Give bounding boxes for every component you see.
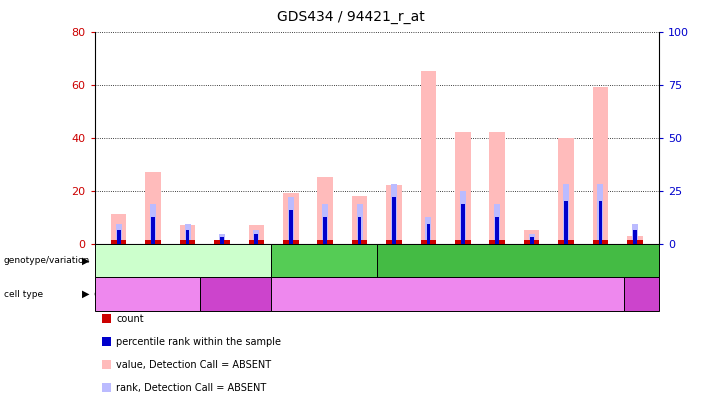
Bar <box>632 224 638 244</box>
Bar <box>150 204 156 244</box>
Bar <box>558 240 574 244</box>
Bar <box>421 240 436 244</box>
Text: cell type: cell type <box>4 289 43 299</box>
Bar <box>186 230 189 244</box>
Bar <box>352 196 367 244</box>
Bar <box>489 240 505 244</box>
Text: Cdk4 +/-: Cdk4 +/- <box>301 255 347 265</box>
Bar <box>117 230 121 244</box>
Bar <box>145 172 161 244</box>
Bar <box>151 217 155 244</box>
Bar <box>524 240 539 244</box>
Bar <box>494 204 501 244</box>
Bar <box>318 177 333 244</box>
Bar <box>322 204 328 244</box>
Bar <box>289 210 292 244</box>
Bar <box>455 240 470 244</box>
Bar <box>219 234 225 244</box>
Text: rank, Detection Call = ABSENT: rank, Detection Call = ABSENT <box>116 383 266 393</box>
Text: liver: liver <box>632 289 651 299</box>
Bar <box>318 240 333 244</box>
Bar <box>283 240 299 244</box>
Bar <box>111 214 126 244</box>
Text: Abca1 +/-: Abca1 +/- <box>157 255 209 265</box>
Bar <box>287 197 294 244</box>
Bar <box>426 224 430 244</box>
Bar <box>558 137 574 244</box>
Bar <box>283 193 299 244</box>
Bar <box>386 185 402 244</box>
Bar <box>599 201 602 244</box>
Text: embryonic stem cell: embryonic stem cell <box>394 289 501 299</box>
Bar <box>254 234 258 244</box>
Text: value, Detection Call = ABSENT: value, Detection Call = ABSENT <box>116 360 271 370</box>
Bar <box>145 240 161 244</box>
Bar <box>524 230 539 244</box>
Bar <box>253 230 259 244</box>
Bar <box>358 217 362 244</box>
Bar <box>179 225 196 244</box>
Bar <box>455 132 470 244</box>
Bar <box>215 240 230 244</box>
Bar <box>421 71 436 244</box>
Text: ▶: ▶ <box>82 255 89 265</box>
Bar <box>593 240 608 244</box>
Bar <box>461 204 465 244</box>
Bar <box>633 230 637 244</box>
Bar <box>563 184 569 244</box>
Bar <box>496 217 499 244</box>
Text: count: count <box>116 314 144 324</box>
Bar <box>323 217 327 244</box>
Bar <box>460 190 466 244</box>
Bar <box>184 224 191 244</box>
Bar <box>627 240 643 244</box>
Bar <box>179 240 196 244</box>
Bar <box>249 240 264 244</box>
Bar <box>529 234 535 244</box>
Bar <box>426 217 431 244</box>
Bar <box>215 242 230 244</box>
Bar <box>111 240 126 244</box>
Text: GDS434 / 94421_r_at: GDS434 / 94421_r_at <box>277 10 424 24</box>
Text: control: control <box>500 255 536 265</box>
Bar <box>530 237 533 244</box>
Bar <box>116 224 122 244</box>
Text: percentile rank within the sample: percentile rank within the sample <box>116 337 281 347</box>
Bar <box>220 237 224 244</box>
Bar <box>386 240 402 244</box>
Bar <box>597 184 604 244</box>
Text: genotype/variation: genotype/variation <box>4 256 90 265</box>
Bar <box>564 201 568 244</box>
Text: ▶: ▶ <box>82 289 89 299</box>
Text: embryonic stem cell: embryonic stem cell <box>95 289 200 299</box>
Text: liver: liver <box>224 289 247 299</box>
Bar <box>489 132 505 244</box>
Bar <box>593 87 608 244</box>
Bar <box>357 204 362 244</box>
Bar <box>392 197 396 244</box>
Bar <box>391 184 397 244</box>
Bar <box>352 240 367 244</box>
Bar <box>249 225 264 244</box>
Bar <box>627 236 643 244</box>
